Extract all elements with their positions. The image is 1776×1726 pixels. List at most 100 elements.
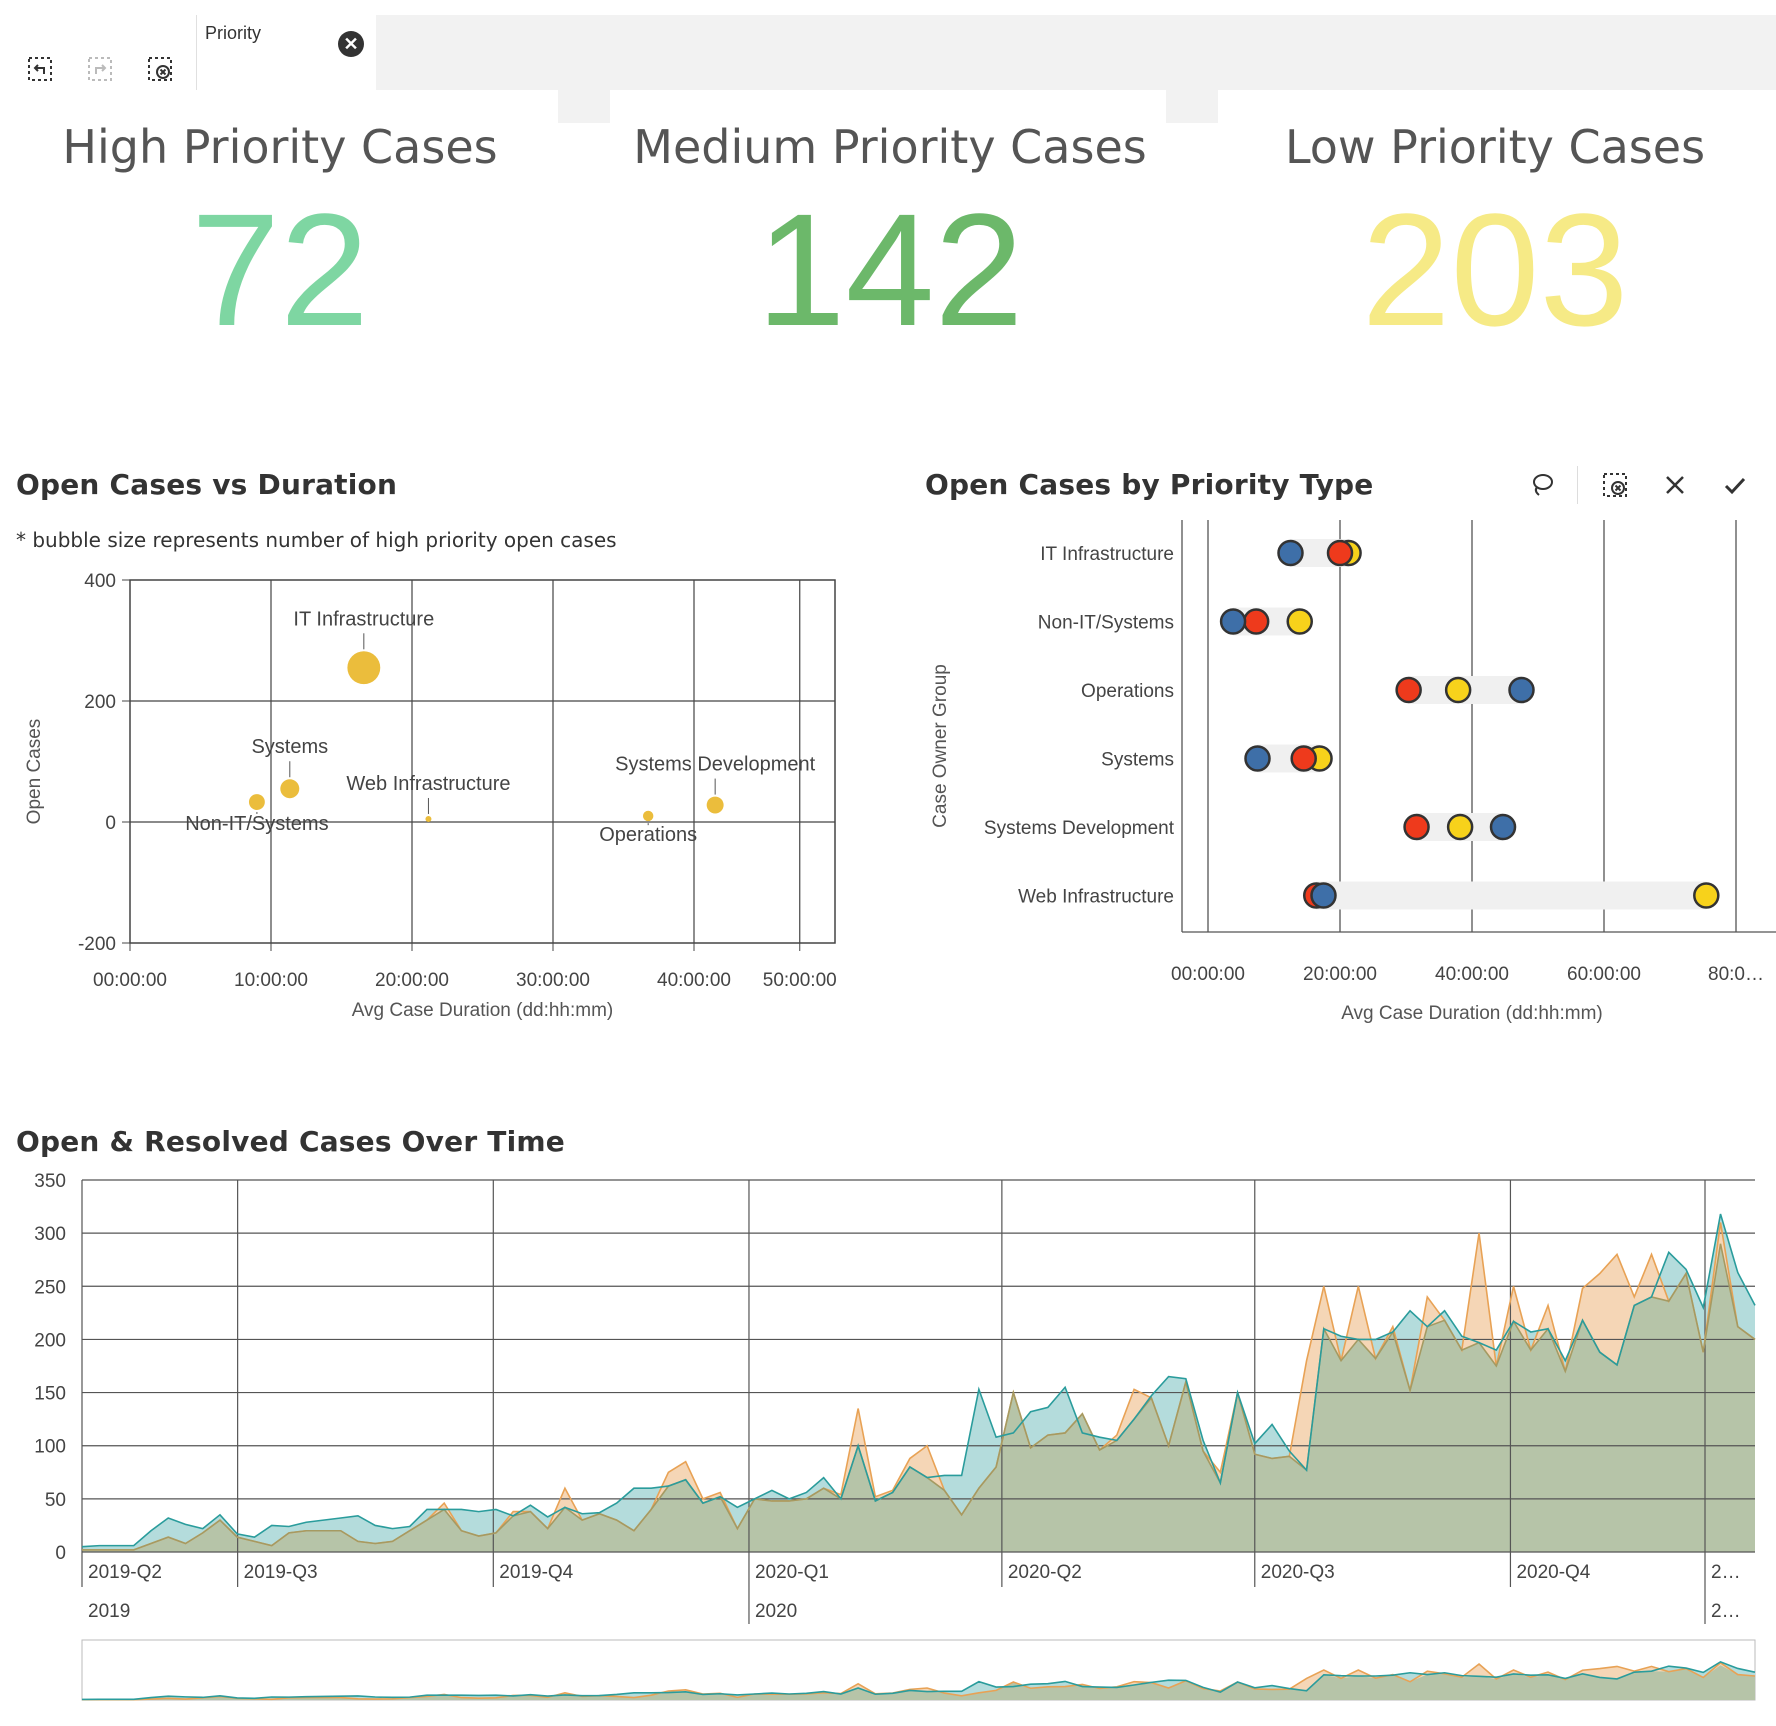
x-tick-label: 20:00:00 bbox=[1303, 964, 1377, 985]
x-tick-label: 60:00:00 bbox=[1567, 964, 1641, 985]
y-tick-label: 0 bbox=[55, 1543, 66, 1564]
quarter-label: 2… bbox=[1711, 1562, 1741, 1583]
quarter-label: 2019-Q2 bbox=[88, 1562, 162, 1583]
undo-icon[interactable] bbox=[23, 52, 57, 86]
bubble-point bbox=[248, 794, 265, 810]
kpi-low-priority: Low Priority Cases 203 bbox=[1200, 120, 1776, 350]
plot-frame bbox=[129, 579, 836, 944]
quarter-label: 2019-Q4 bbox=[499, 1562, 573, 1583]
quarter-label: 2020-Q1 bbox=[755, 1562, 829, 1583]
y-axis-label: Case Owner Group bbox=[930, 664, 951, 828]
y-tick-label: 200 bbox=[84, 692, 116, 713]
x-tick-label: 30:00:00 bbox=[516, 970, 590, 991]
dot-high bbox=[1395, 676, 1422, 704]
dot-low bbox=[1277, 539, 1304, 567]
bubble-chart[interactable]: 00:00:00 10:00:00 20:00:00 30:00:00 40:00:00… bbox=[0, 560, 880, 1040]
icon-divider bbox=[1577, 466, 1578, 504]
cases-over-time-chart[interactable]: 0 50 100 150 200 250 300 350 2019-Q2 2019-Q3 2019-… bbox=[0, 1160, 1776, 1720]
category-label: Non-IT/Systems bbox=[1038, 613, 1174, 634]
quarter-label: 2020-Q4 bbox=[1516, 1562, 1590, 1583]
bubble-point bbox=[280, 779, 300, 799]
tab-priority[interactable]: Priority ✕ bbox=[196, 15, 376, 90]
kpi-value: 72 bbox=[191, 180, 369, 359]
dot-low bbox=[1219, 608, 1247, 635]
clear-selection-icon[interactable] bbox=[143, 52, 177, 86]
dot-low bbox=[1310, 882, 1337, 909]
y-tick-label: 150 bbox=[34, 1384, 66, 1405]
category-label: Systems Development bbox=[984, 818, 1175, 839]
overlap-area bbox=[82, 1243, 1755, 1552]
redo-icon[interactable] bbox=[83, 52, 117, 86]
overview-overlap-area bbox=[82, 1665, 1755, 1700]
bubble-point bbox=[642, 810, 654, 822]
dot-high bbox=[1403, 813, 1430, 841]
x-tick-label: 00:00:00 bbox=[1171, 964, 1245, 985]
y-tick-label: 250 bbox=[34, 1277, 66, 1298]
y-tick-label: 100 bbox=[34, 1437, 66, 1458]
range-band bbox=[1316, 881, 1707, 910]
cancel-selection-icon[interactable] bbox=[1658, 468, 1692, 502]
kpi-medium-priority: Medium Priority Cases 142 bbox=[595, 120, 1185, 350]
bubble-size-note: * bubble size represents number of high … bbox=[16, 528, 617, 552]
kpi-value: 142 bbox=[756, 180, 1024, 359]
dot-high bbox=[1290, 745, 1317, 772]
bubble-label: Web Infrastructure bbox=[346, 773, 510, 795]
y-tick-label: 200 bbox=[34, 1330, 66, 1351]
kpi-title: Low Priority Cases bbox=[1284, 120, 1706, 174]
y-tick-label: -200 bbox=[78, 934, 116, 955]
kpi-title: Medium Priority Cases bbox=[633, 120, 1147, 174]
overview-resolved-line bbox=[82, 1661, 1756, 1701]
tab-strip bbox=[376, 15, 1776, 90]
x-tick-label: 40:00:00 bbox=[1435, 964, 1509, 985]
priority-dot-chart[interactable]: 00:00:00 20:00:00 40:00:00 60:00:00 80:0… Avg… bbox=[920, 505, 1776, 1025]
kpi-value: 203 bbox=[1361, 180, 1629, 359]
overview-open-line bbox=[81, 1660, 1756, 1701]
dot-medium bbox=[1444, 676, 1472, 704]
dot-low bbox=[1244, 745, 1271, 772]
quarter-label: 2020-Q3 bbox=[1261, 1562, 1335, 1583]
time-chart-title: Open & Resolved Cases Over Time bbox=[16, 1125, 565, 1158]
dot-medium bbox=[1286, 608, 1313, 635]
dot-low bbox=[1489, 813, 1517, 841]
y-tick-label: 350 bbox=[34, 1171, 66, 1192]
quarter-label: 2019-Q3 bbox=[244, 1562, 318, 1583]
bubble-point bbox=[706, 796, 724, 814]
lasso-icon[interactable] bbox=[1525, 468, 1559, 502]
x-tick-label: 20:00:00 bbox=[375, 970, 449, 991]
confirm-selection-icon[interactable] bbox=[1718, 468, 1752, 502]
y-tick-label: 0 bbox=[105, 813, 116, 834]
category-label: Operations bbox=[1081, 681, 1174, 702]
open-line bbox=[81, 1213, 1756, 1548]
layout-notch bbox=[558, 88, 610, 123]
dot-medium bbox=[1446, 813, 1474, 841]
x-tick-label: 40:00:00 bbox=[657, 970, 731, 991]
bubble-label: Systems Development bbox=[615, 754, 816, 776]
toolbar bbox=[0, 0, 1776, 110]
x-axis-label: Avg Case Duration (dd:hh:mm) bbox=[352, 1000, 614, 1021]
category-label: Systems bbox=[1101, 750, 1174, 771]
bubble-chart-title: Open Cases vs Duration bbox=[16, 468, 398, 501]
x-tick-label: 00:00:00 bbox=[93, 970, 167, 991]
dot-low bbox=[1508, 676, 1535, 704]
bubble-label: Systems bbox=[251, 736, 328, 758]
dot-high bbox=[1242, 608, 1270, 635]
x-tick-label: 80:0… bbox=[1708, 964, 1764, 985]
priority-chart-title: Open Cases by Priority Type bbox=[925, 468, 1374, 501]
y-tick-label: 400 bbox=[84, 571, 116, 592]
layout-notch bbox=[1166, 88, 1218, 123]
dot-high bbox=[1326, 539, 1354, 567]
bubble-label: Non-IT/Systems bbox=[185, 813, 328, 835]
bubble-point bbox=[347, 651, 381, 685]
kpi-high-priority: High Priority Cases 72 bbox=[0, 120, 575, 350]
dot-medium bbox=[1693, 882, 1720, 909]
y-tick-label: 50 bbox=[45, 1490, 66, 1511]
category-label: IT Infrastructure bbox=[1040, 544, 1174, 565]
quarter-label: 2020-Q2 bbox=[1008, 1562, 1082, 1583]
bubble-point bbox=[425, 815, 432, 822]
x-tick-label: 10:00:00 bbox=[234, 970, 308, 991]
close-tab-icon[interactable]: ✕ bbox=[338, 31, 364, 57]
kpi-title: High Priority Cases bbox=[62, 120, 498, 174]
x-axis-label: Avg Case Duration (dd:hh:mm) bbox=[1341, 1003, 1603, 1024]
bubble-label: Operations bbox=[599, 824, 697, 846]
clear-selection-icon[interactable] bbox=[1598, 468, 1632, 502]
